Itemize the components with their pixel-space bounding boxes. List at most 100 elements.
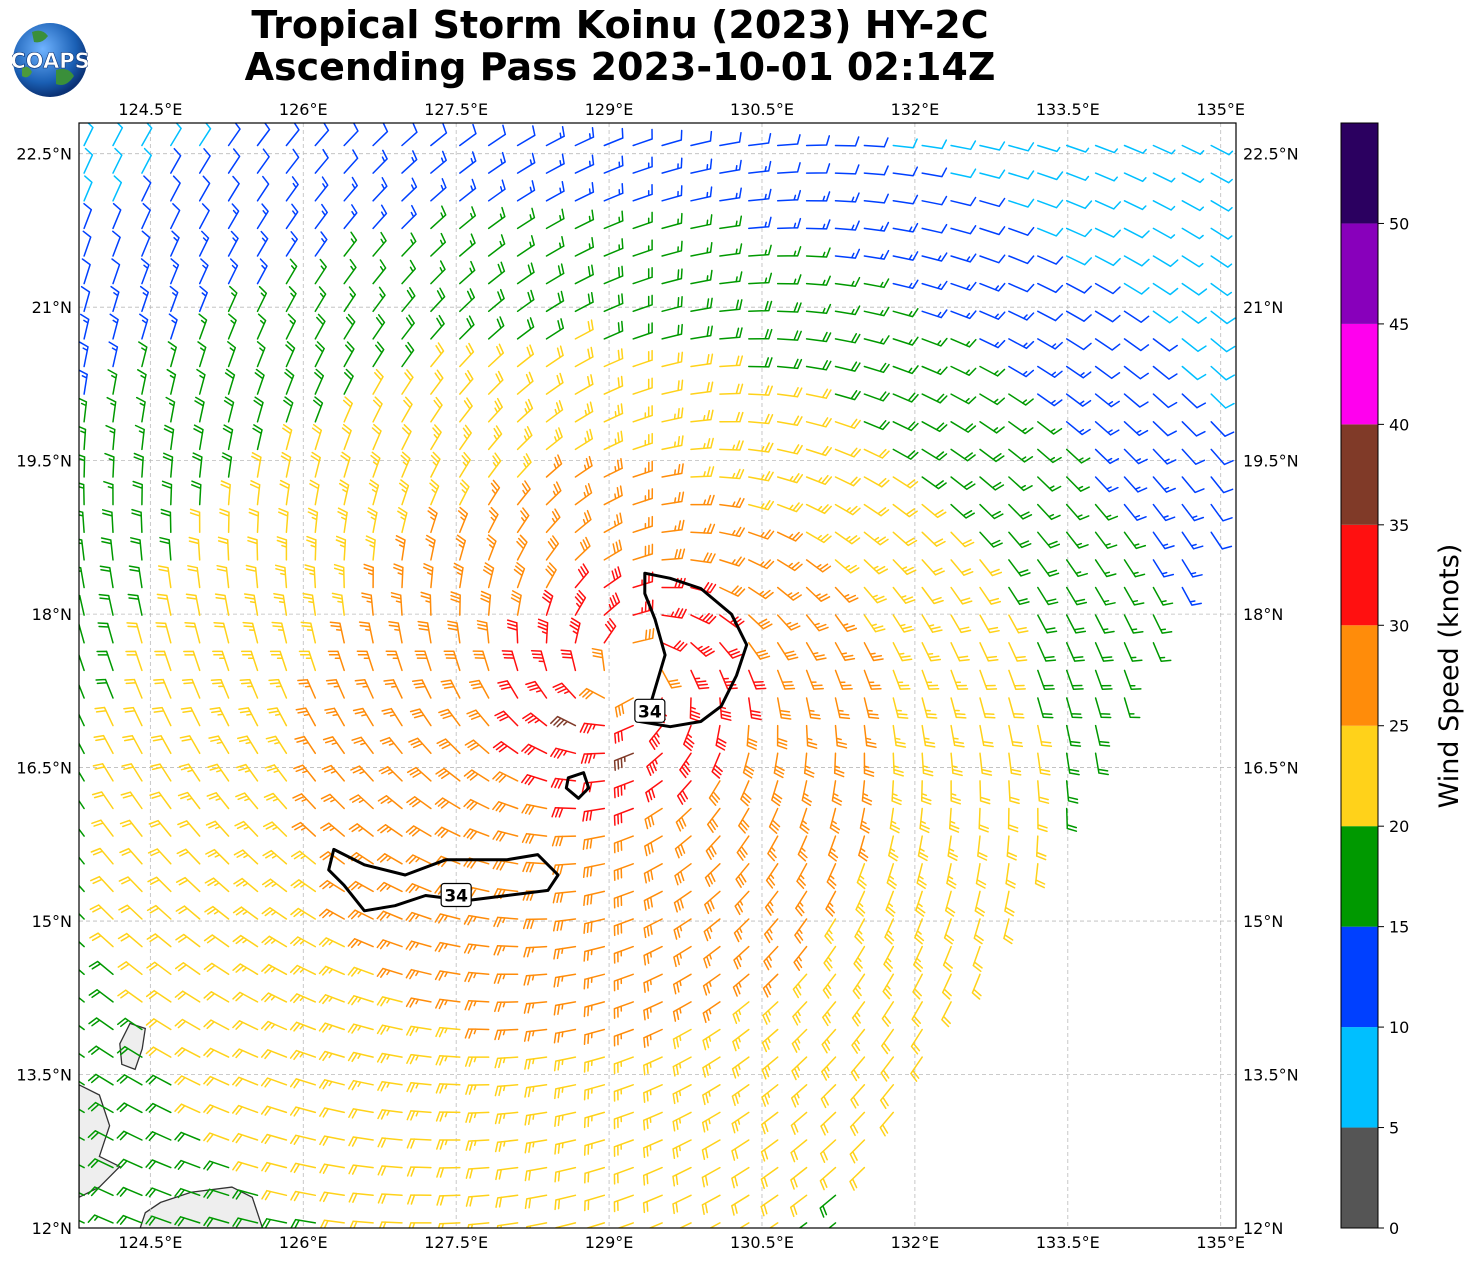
- wind-barb: [1123, 172, 1147, 183]
- wind-barb: [661, 129, 683, 147]
- wind-barb: [748, 357, 773, 368]
- wind-barb: [1037, 586, 1059, 606]
- wind-barb: [381, 707, 403, 727]
- wind-barb: [1065, 614, 1087, 634]
- wind-barb: [805, 163, 831, 174]
- wind-barb: [690, 381, 714, 395]
- wind-barb: [406, 766, 432, 782]
- wind-barb: [798, 1222, 808, 1228]
- colorbar-segment: [1341, 725, 1378, 827]
- wind-barb: [979, 752, 993, 776]
- wind-barb: [748, 500, 775, 511]
- wind-barb: [1152, 421, 1177, 437]
- wind-barb: [574, 236, 595, 257]
- wind-barb: [1037, 559, 1060, 577]
- wind-barb: [203, 962, 230, 976]
- wind-barb: [276, 536, 288, 561]
- wind-barb: [1008, 669, 1026, 690]
- wind-barb: [93, 734, 114, 755]
- wind-barb: [979, 614, 1000, 634]
- wind-barb: [434, 941, 461, 953]
- wind-barb: [921, 669, 940, 690]
- lon-tick-label-bottom: 132°E: [891, 1233, 940, 1252]
- wind-barb: [850, 1056, 866, 1082]
- wind-barb: [185, 593, 201, 616]
- wind-barb: [342, 396, 353, 423]
- wind-barb: [494, 710, 519, 727]
- wind-barb: [648, 724, 663, 750]
- lon-tick-label-bottom: 127.5°E: [424, 1233, 488, 1252]
- wind-barb: [892, 251, 919, 261]
- wind-barb: [368, 479, 380, 506]
- wind-barb: [1152, 448, 1177, 465]
- wind-barb: [892, 614, 915, 633]
- wind-barb: [314, 148, 329, 174]
- colorbar-segment: [1341, 826, 1378, 927]
- wind-barb: [661, 519, 685, 534]
- wind-barb: [408, 737, 432, 755]
- wind-barb: [516, 289, 535, 313]
- wind-barb: [87, 1214, 114, 1224]
- wind-barb: [487, 179, 506, 202]
- wind-barb: [690, 612, 717, 625]
- wind-barb: [942, 945, 953, 973]
- wind-barb: [661, 268, 683, 285]
- wind-barb: [632, 211, 653, 230]
- colorbar-tick-label: 15: [1389, 918, 1409, 937]
- wind-barb: [1034, 863, 1046, 889]
- wind-barb: [365, 535, 376, 561]
- wind-barb: [435, 1055, 461, 1066]
- wind-barb: [733, 918, 750, 943]
- wind-barb: [79, 1191, 85, 1197]
- wind-barb: [1181, 448, 1206, 465]
- wind-barb: [950, 196, 977, 207]
- wind-barb: [554, 1084, 577, 1100]
- wind-barb: [459, 424, 472, 451]
- wind-barb: [834, 724, 848, 749]
- wind-barb: [892, 669, 911, 690]
- wind-barb: [892, 392, 919, 403]
- wind-barb: [87, 1130, 114, 1141]
- wind-barb: [1181, 586, 1202, 606]
- wind-barb: [405, 911, 432, 923]
- wind-barb: [1123, 421, 1149, 437]
- wind-barb: [768, 807, 781, 834]
- wind-barb: [676, 780, 692, 805]
- wind-barb: [94, 706, 114, 727]
- wind-barb: [765, 863, 779, 889]
- wind-barb: [269, 650, 288, 672]
- wind-barb: [1008, 752, 1022, 776]
- wind-barb: [632, 239, 653, 257]
- wind-barb: [851, 1001, 866, 1027]
- colorbar-segment: [1341, 926, 1378, 1028]
- wind-barb: [614, 697, 634, 718]
- wind-barb: [235, 792, 259, 810]
- wind-barb: [378, 1221, 403, 1228]
- wind-barb: [537, 618, 549, 644]
- wind-barb: [950, 448, 976, 462]
- wind-barb: [285, 176, 299, 202]
- wind-barb: [776, 302, 802, 313]
- wind-barb: [863, 586, 887, 604]
- wind-barb: [690, 437, 714, 451]
- contour-34kt-line: [327, 847, 560, 913]
- wind-barb: [119, 819, 143, 837]
- wind-barb: [146, 904, 172, 920]
- wind-barb: [892, 752, 904, 777]
- wind-barb: [492, 771, 519, 783]
- wind-barb: [690, 353, 714, 368]
- wind-barb: [632, 156, 653, 174]
- wind-barb: [406, 1025, 432, 1037]
- wind-barb: [298, 650, 317, 672]
- wind-barb: [430, 342, 445, 368]
- wind-barb: [553, 973, 577, 988]
- wind-barb: [87, 1158, 114, 1169]
- wind-barb: [124, 678, 143, 699]
- wind-barb: [486, 534, 497, 561]
- wind-barb: [260, 1049, 288, 1060]
- wind-barb: [145, 1215, 172, 1226]
- wind-barb: [690, 523, 716, 535]
- wind-barb: [347, 1079, 374, 1091]
- wind-barb: [776, 669, 796, 690]
- wind-barb: [941, 973, 952, 1000]
